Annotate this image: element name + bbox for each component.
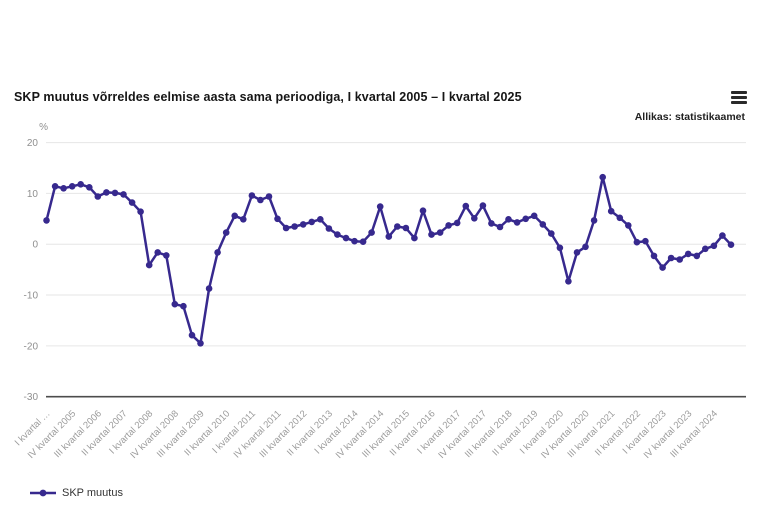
data-point-marker[interactable] [419,207,427,214]
data-point-marker[interactable] [453,219,461,227]
data-point-marker[interactable] [633,238,641,246]
legend-series-marker-icon [30,489,56,497]
data-point-marker[interactable] [513,219,521,226]
data-point-marker[interactable] [68,183,76,190]
data-point-marker[interactable] [265,193,273,200]
data-point-marker[interactable] [257,196,264,204]
data-point-marker[interactable] [334,231,341,238]
data-point-marker[interactable] [317,216,324,223]
data-point-marker[interactable] [214,249,221,256]
data-point-marker[interactable] [128,199,136,206]
data-point-marker[interactable] [539,221,547,228]
data-point-marker[interactable] [436,229,444,236]
data-point-marker[interactable] [590,217,598,224]
data-point-marker[interactable] [488,220,495,227]
hamburger-icon [731,101,747,104]
data-point-marker[interactable] [479,202,487,209]
data-point-marker[interactable] [385,233,393,240]
data-point-marker[interactable] [240,216,247,223]
data-point-marker[interactable] [376,203,384,210]
data-point-marker[interactable] [411,234,418,242]
data-point-marker[interactable] [573,249,581,256]
data-point-marker[interactable] [94,193,102,200]
data-point-marker[interactable] [394,223,401,230]
data-point-marker[interactable] [659,264,666,271]
y-axis-tick-label: -20 [24,341,39,352]
data-point-marker[interactable] [616,214,624,222]
data-point-marker[interactable] [205,285,213,292]
data-point-marker[interactable] [291,223,298,230]
data-point-marker[interactable] [248,192,256,199]
data-point-marker[interactable] [60,185,67,192]
data-point-marker[interactable] [120,191,127,198]
data-point-marker[interactable] [642,237,649,245]
data-point-marker[interactable] [231,212,238,220]
legend-item-skp-muutus[interactable]: SKP muutus [30,487,123,499]
data-point-marker[interactable] [222,229,230,236]
data-point-marker[interactable] [445,222,452,229]
data-point-marker[interactable] [719,232,726,239]
data-point-marker[interactable] [342,234,350,242]
data-point-marker[interactable] [180,302,187,310]
data-point-marker[interactable] [471,215,478,222]
data-point-marker[interactable] [86,184,93,191]
data-point-marker[interactable] [43,217,50,224]
hamburger-icon [731,91,747,94]
chart-title: SKP muutus võrreldes eelmise aasta sama … [14,90,522,104]
data-point-marker[interactable] [308,218,316,226]
data-point-marker[interactable] [402,224,410,232]
legend-series-label: SKP muutus [62,487,123,499]
data-point-marker[interactable] [727,241,735,248]
data-point-marker[interactable] [684,250,692,258]
data-point-marker[interactable] [137,208,144,215]
data-point-marker[interactable] [676,256,683,263]
data-point-marker[interactable] [693,252,701,260]
data-point-marker[interactable] [103,189,110,196]
data-point-marker[interactable] [299,221,307,228]
data-point-marker[interactable] [51,183,59,190]
y-axis-tick-label: 20 [27,138,39,149]
data-point-marker[interactable] [702,245,709,253]
data-point-marker[interactable] [599,173,606,181]
data-point-marker[interactable] [351,237,358,245]
data-point-marker[interactable] [496,223,504,231]
data-point-marker[interactable] [359,238,367,245]
data-point-marker[interactable] [325,225,333,232]
data-point-marker[interactable] [188,331,196,339]
data-point-marker[interactable] [197,340,204,347]
data-point-marker[interactable] [625,222,632,229]
y-axis-tick-label: -30 [24,392,39,403]
data-point-marker[interactable] [582,243,589,251]
data-point-marker[interactable] [171,300,179,308]
data-point-marker[interactable] [710,242,718,250]
data-point-marker[interactable] [163,252,170,259]
data-point-marker[interactable] [530,212,538,220]
data-point-marker[interactable] [111,189,119,197]
data-point-marker[interactable] [428,231,435,238]
chart-menu-button[interactable] [731,91,747,104]
data-point-marker[interactable] [154,249,161,256]
data-point-marker[interactable] [548,230,555,237]
data-point-marker[interactable] [522,215,529,223]
data-point-marker[interactable] [368,229,375,236]
data-point-marker[interactable] [505,216,512,223]
data-point-marker[interactable] [282,224,290,232]
y-axis-tick-label: 10 [27,189,39,200]
data-point-marker[interactable] [650,252,658,260]
data-point-marker[interactable] [77,181,84,188]
data-point-marker[interactable] [145,261,153,269]
hamburger-icon [731,96,747,99]
data-point-marker[interactable] [667,254,675,262]
y-axis-tick-label: -10 [24,291,39,302]
data-point-marker[interactable] [274,215,281,223]
data-point-marker[interactable] [462,202,470,210]
y-axis-unit-label: % [39,122,48,133]
source-label: Allikas: statistikaamet [634,111,745,123]
data-point-marker[interactable] [556,244,564,252]
data-point-marker[interactable] [565,278,572,285]
series-line [45,175,733,345]
y-axis-tick-label: 0 [32,240,38,251]
data-point-marker[interactable] [607,207,615,215]
